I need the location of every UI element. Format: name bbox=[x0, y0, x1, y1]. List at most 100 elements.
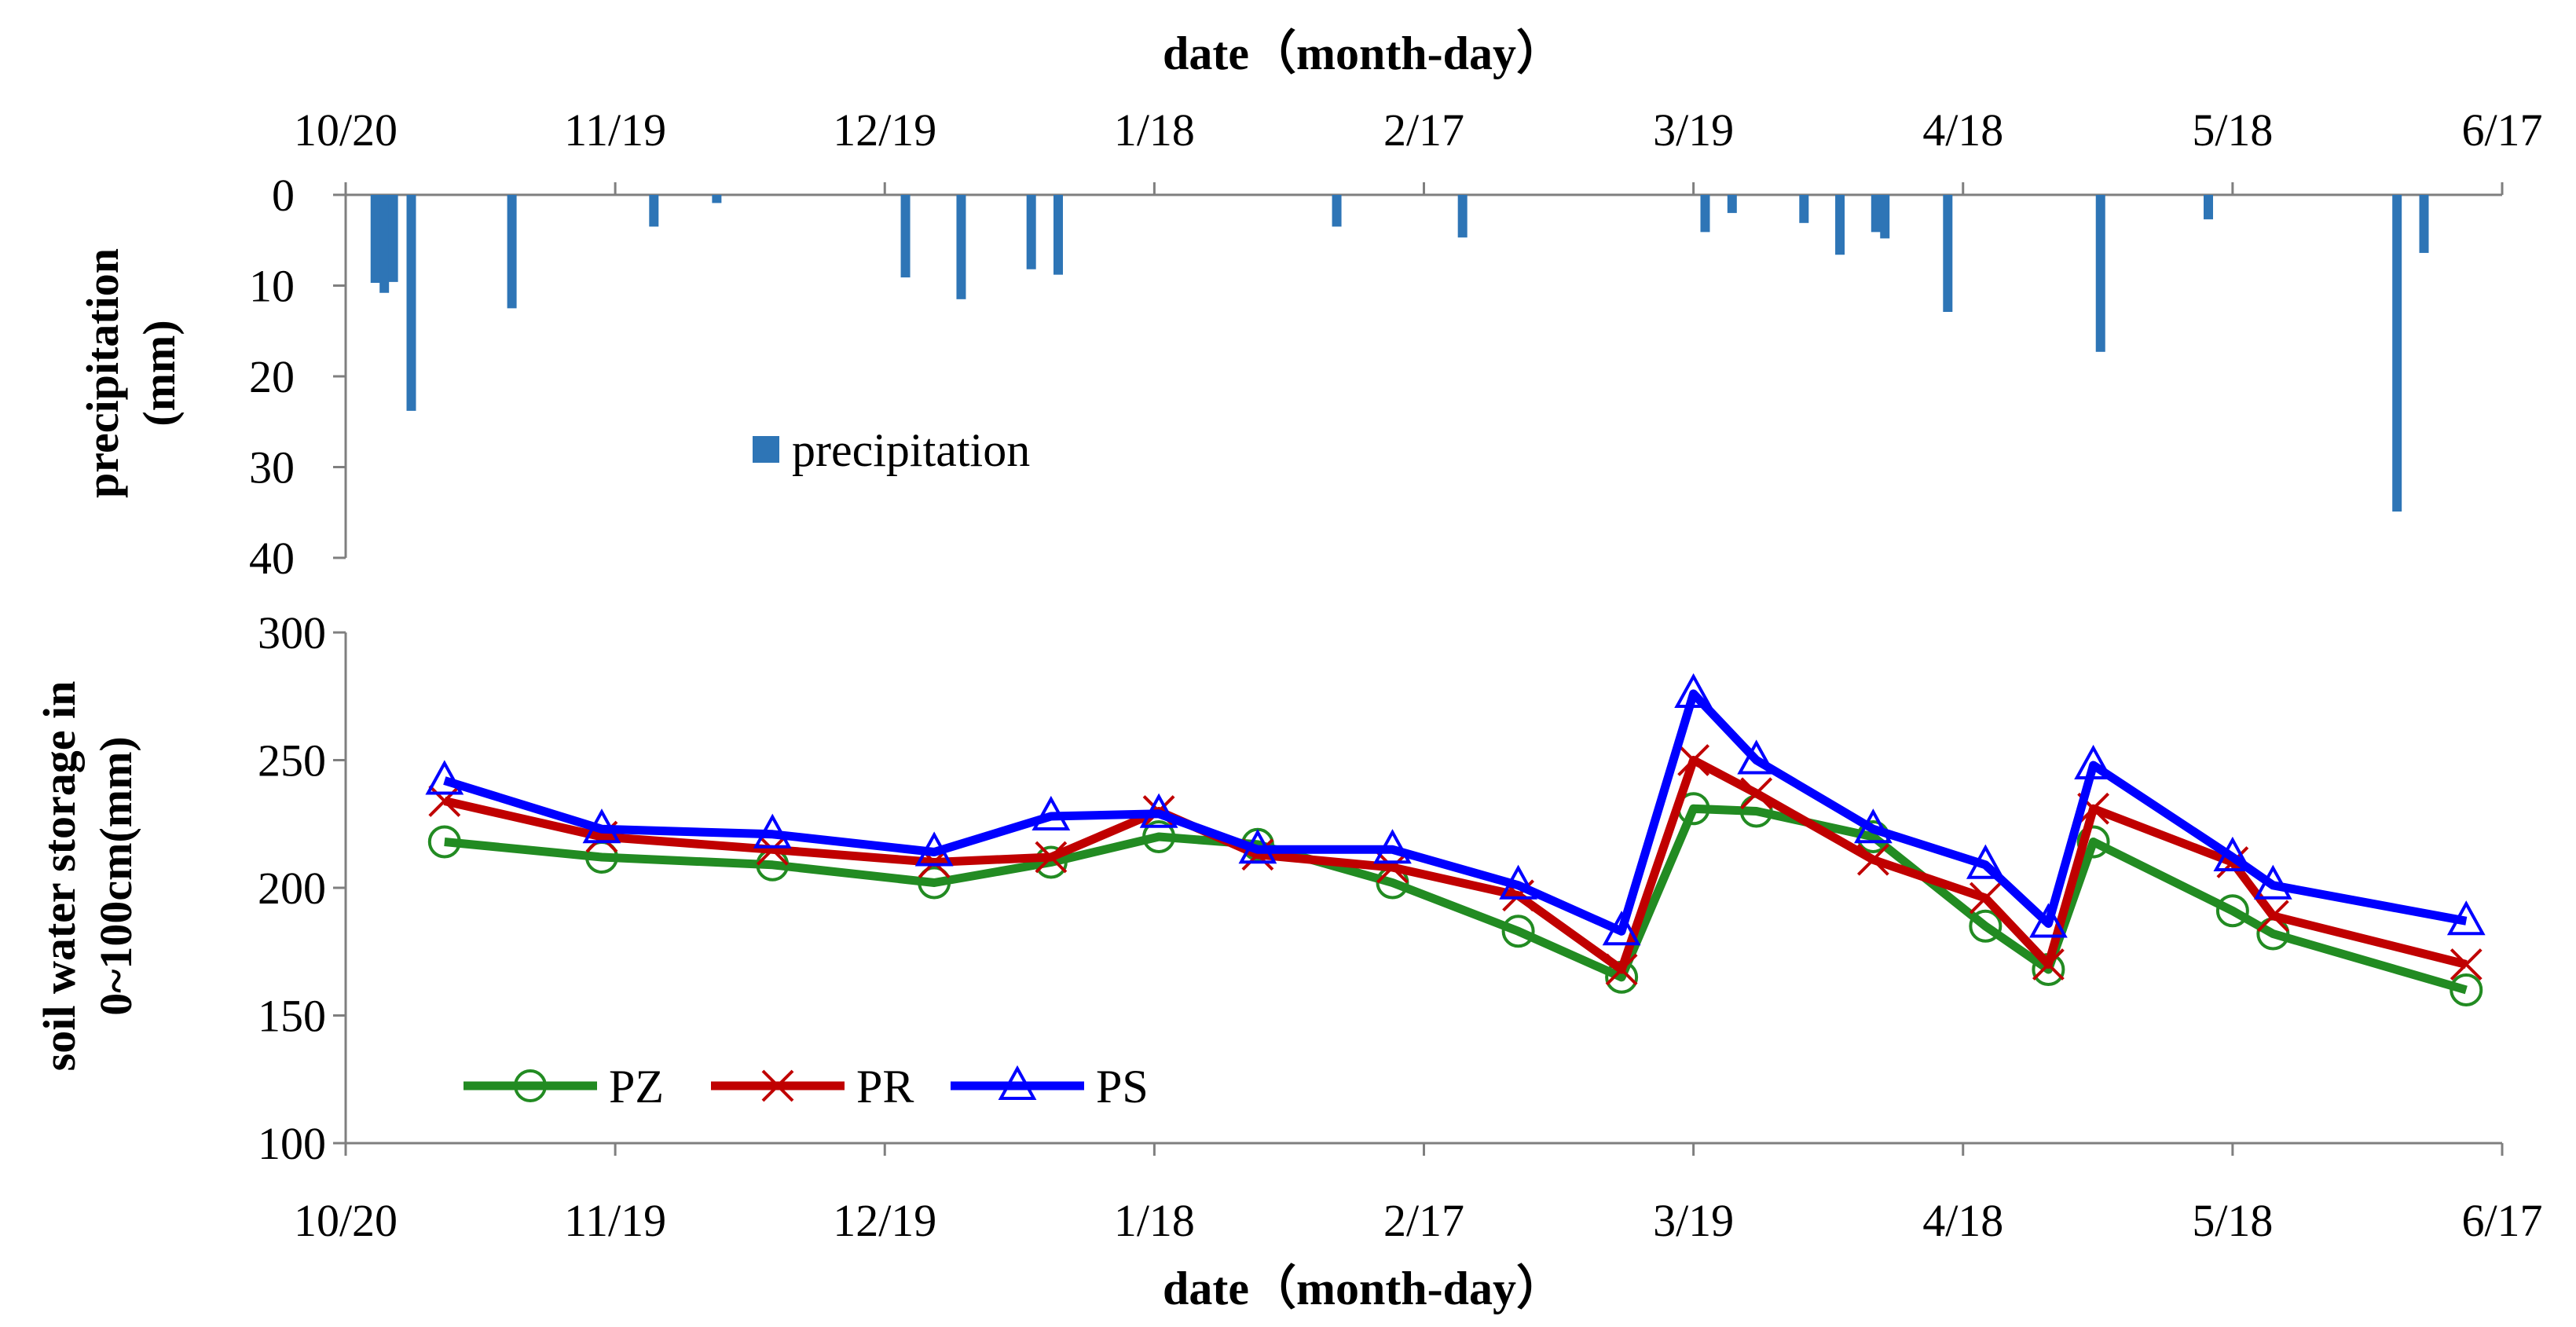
soil-x-tick-label: 6/17 bbox=[2461, 1195, 2542, 1246]
legend-pr-marker-stroke bbox=[761, 1069, 794, 1102]
series-pz-point bbox=[2076, 825, 2110, 859]
precip-bar bbox=[649, 195, 659, 227]
series-ps-point bbox=[1031, 795, 1071, 830]
precip-x-tick-label: 10/20 bbox=[294, 104, 398, 156]
legend-ps-marker bbox=[998, 1065, 1037, 1100]
series-pz-point bbox=[2215, 894, 2249, 928]
series-pz-point bbox=[2450, 973, 2483, 1006]
soil-y-tick-label: 150 bbox=[258, 991, 326, 1042]
series-pr-point bbox=[2256, 900, 2289, 933]
series-ps-point bbox=[1139, 793, 1178, 828]
series-pr-point bbox=[1740, 777, 1773, 810]
bottom-axis-title: date（month-day） bbox=[1163, 1262, 1563, 1314]
series-pr-point-stroke bbox=[1241, 838, 1274, 871]
soil-x-tick-label: 10/20 bbox=[294, 1195, 398, 1246]
series-pr-point-stroke bbox=[1605, 953, 1638, 986]
series-ps-line bbox=[443, 689, 2468, 936]
series-ps-point bbox=[1737, 739, 1776, 775]
series-pz-point bbox=[918, 866, 951, 900]
series-ps-point bbox=[753, 813, 792, 849]
precip-bar bbox=[1026, 195, 1036, 269]
series-pr-point-stroke bbox=[2256, 900, 2289, 933]
precip-bar bbox=[379, 195, 390, 293]
soil-x-tick-label: 12/19 bbox=[833, 1195, 936, 1246]
series-pr-point-stroke bbox=[1677, 744, 1710, 776]
soil-x-tick-label: 1/18 bbox=[1114, 1195, 1195, 1246]
precip-legend-swatch bbox=[753, 436, 779, 463]
precip-y-tick-label: 30 bbox=[249, 442, 295, 493]
series-pz-point bbox=[1142, 820, 1176, 853]
precip-bar bbox=[1053, 195, 1063, 275]
precip-bar bbox=[2203, 195, 2213, 220]
precip-y-tick-label: 0 bbox=[272, 170, 295, 221]
precip-x-tick-label: 1/18 bbox=[1114, 104, 1195, 156]
series-ps-point bbox=[914, 831, 954, 867]
soil-ylabel-line1: soil water storage in bbox=[34, 681, 85, 1072]
precip-x-tick-label: 3/19 bbox=[1653, 104, 1734, 156]
series-ps-point bbox=[1602, 911, 1641, 946]
precip-y-tick-label: 20 bbox=[249, 351, 295, 402]
precip-bar bbox=[1835, 195, 1845, 255]
precipitation-chart: 10/20 11/19 12/19 1/18 2/17 3/19 4/18 5/18 6/17 0… bbox=[249, 104, 2543, 584]
precip-bar bbox=[1332, 195, 1342, 227]
precip-bar bbox=[2392, 195, 2402, 512]
legend-pz-label: PZ bbox=[609, 1061, 664, 1113]
precip-bar bbox=[406, 195, 416, 411]
precip-bar bbox=[1727, 195, 1737, 214]
precip-bar bbox=[1880, 195, 1890, 239]
precip-ylabel-line1: precipitation bbox=[77, 248, 128, 498]
series-ps-point bbox=[1373, 829, 1412, 864]
series-ps-point bbox=[425, 760, 464, 795]
precip-bar bbox=[956, 195, 966, 299]
series-pz-line bbox=[444, 804, 2468, 995]
precip-y-tick-label: 10 bbox=[249, 261, 295, 312]
precip-x-tick-label: 4/18 bbox=[1922, 104, 2003, 156]
series-ps-point bbox=[1674, 673, 1713, 708]
series-pr-point-stroke bbox=[2450, 948, 2483, 981]
series-ps-point bbox=[1238, 829, 1277, 864]
soil-x-tick-label: 11/19 bbox=[564, 1195, 666, 1246]
precip-bar bbox=[1457, 195, 1468, 238]
precip-x-tick-label: 6/17 bbox=[2461, 104, 2542, 156]
precip-bar bbox=[1799, 195, 1809, 223]
soil-x-tick-label: 2/17 bbox=[1383, 1195, 1464, 1246]
series-ps-point bbox=[2074, 744, 2112, 779]
soil-x-tick-label: 4/18 bbox=[1922, 1195, 2003, 1246]
series-ps-point bbox=[1499, 864, 1537, 900]
series-pr-point-stroke bbox=[1035, 841, 1068, 874]
precip-y-tick-label: 40 bbox=[249, 533, 295, 584]
series-pr-point-stroke bbox=[2077, 792, 2110, 825]
precip-bar bbox=[2419, 195, 2429, 253]
series-ps-point bbox=[2029, 903, 2068, 938]
series-pr-point-stroke bbox=[1740, 777, 1773, 810]
precip-legend-label: precipitation bbox=[792, 424, 1030, 476]
series-pr-point-stroke bbox=[1969, 882, 2002, 915]
soil-y-tick-label: 300 bbox=[258, 607, 326, 658]
series-ps-point bbox=[2213, 836, 2252, 871]
series-pz-point bbox=[427, 825, 461, 859]
series-pr-point bbox=[2450, 948, 2483, 981]
series-ps-point bbox=[2253, 864, 2292, 900]
series-pr-point bbox=[1376, 851, 1409, 884]
legend-pr-label: PR bbox=[856, 1061, 914, 1113]
series-pr-point-stroke bbox=[1376, 851, 1409, 884]
precip-bar bbox=[388, 195, 398, 282]
precip-x-tick-label: 2/17 bbox=[1383, 104, 1464, 156]
precip-bar bbox=[712, 195, 722, 203]
series-pr-point bbox=[1969, 882, 2002, 915]
series-ps-point bbox=[1853, 808, 1893, 844]
series-ps-point bbox=[2446, 900, 2486, 936]
series-pr-point-stroke bbox=[2032, 948, 2065, 981]
series-pz-point bbox=[1501, 915, 1535, 948]
soil-y-tick-label: 250 bbox=[258, 735, 326, 786]
precip-bar bbox=[900, 195, 911, 278]
top-axis-title: date（month-day） bbox=[1163, 27, 1563, 79]
soil-x-tick-label: 5/18 bbox=[2192, 1195, 2273, 1246]
precip-x-tick-label: 5/18 bbox=[2192, 104, 2273, 156]
precip-bar bbox=[1871, 195, 1881, 233]
series-pr-point bbox=[1035, 841, 1068, 874]
series-ps-point bbox=[582, 808, 621, 844]
series-pr-point bbox=[428, 785, 461, 817]
series-pr-point-stroke bbox=[1856, 843, 1889, 876]
soil-x-tick-label: 3/19 bbox=[1653, 1195, 1734, 1246]
